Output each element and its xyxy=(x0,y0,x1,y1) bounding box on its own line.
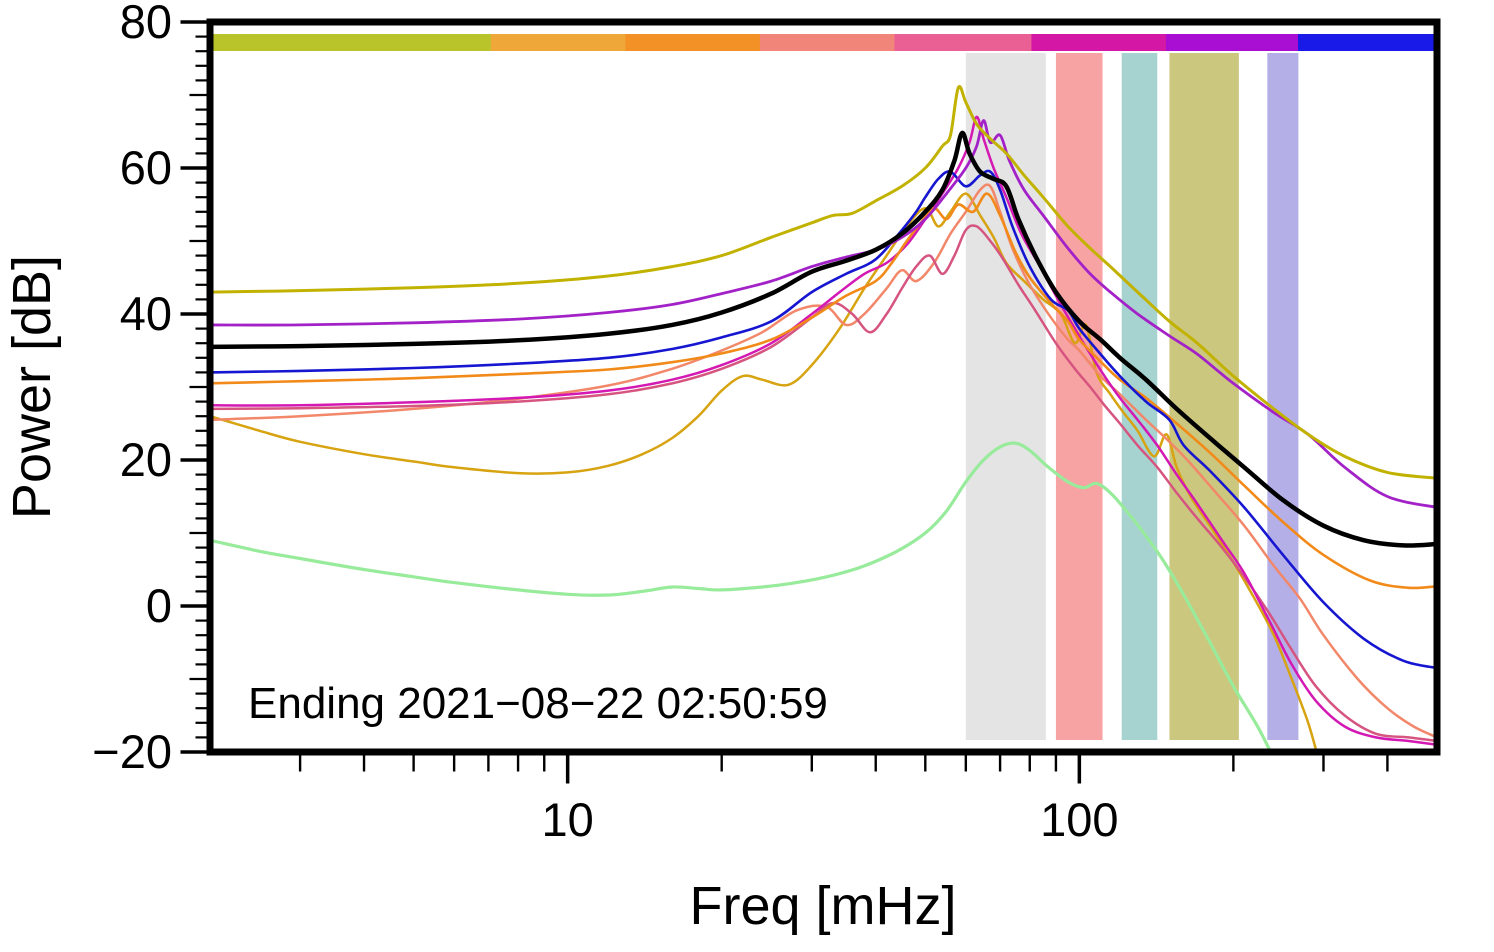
series-blue xyxy=(210,169,1437,670)
y-tick-label: −20 xyxy=(92,725,172,778)
series-olive xyxy=(210,84,1437,480)
colorbar-segment-2 xyxy=(625,34,761,51)
y-tick-label: 60 xyxy=(120,141,172,194)
series-goldenrod xyxy=(210,192,1318,752)
y-tick-label: 80 xyxy=(120,0,172,48)
band-khaki xyxy=(1169,53,1239,740)
series-purple xyxy=(210,119,1437,509)
x-tick-label: 100 xyxy=(1040,793,1118,846)
band-salmon xyxy=(1055,53,1103,740)
series-rose xyxy=(210,224,1437,743)
x-tick-label: 10 xyxy=(542,793,594,846)
series-green xyxy=(210,441,1273,752)
series-orange xyxy=(210,192,1437,590)
colorbar-segment-0 xyxy=(212,34,492,51)
y-tick-label: 0 xyxy=(146,579,172,632)
band-gray xyxy=(965,53,1046,740)
series-black xyxy=(210,130,1437,548)
top-colorbar xyxy=(212,34,1436,51)
colorbar-segment-6 xyxy=(1165,34,1300,51)
annotation-ending-time: Ending 2021−08−22 02:50:59 xyxy=(248,679,828,728)
colorbar-segment-4 xyxy=(894,34,1033,51)
colorbar-segment-3 xyxy=(759,34,896,51)
plot-frame xyxy=(206,18,1441,756)
x-axis-title: Freq [mHz] xyxy=(689,876,956,936)
colorbar-segment-7 xyxy=(1298,34,1436,51)
shaded-bands-layer xyxy=(965,53,1299,740)
series-layer xyxy=(210,84,1437,752)
colorbar-segment-5 xyxy=(1031,34,1167,51)
y-axis-title: Power [dB] xyxy=(2,255,62,519)
y-tick-label: 20 xyxy=(120,433,172,486)
series-magenta xyxy=(210,115,1437,746)
y-tick-label: 40 xyxy=(120,287,172,340)
axes-layer: 80 60 40 20 0 −20 10 100 xyxy=(92,0,1441,846)
colorbar-segment-1 xyxy=(490,34,627,51)
